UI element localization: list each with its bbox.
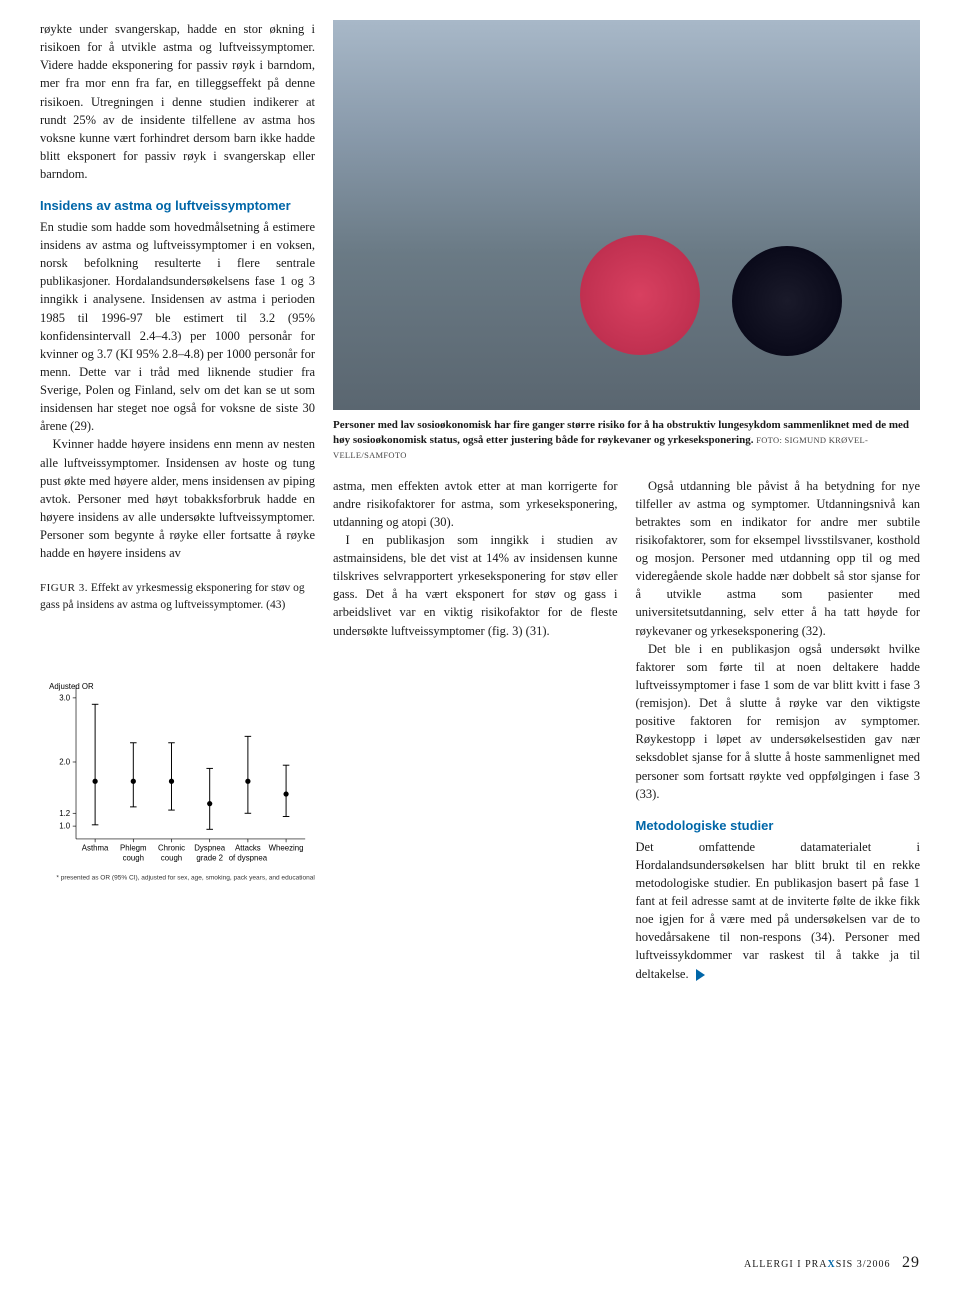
article-photo — [333, 20, 920, 410]
figure3-label: FIGUR 3. — [40, 582, 88, 594]
svg-text:Asthma: Asthma — [82, 844, 109, 853]
text-two-columns: astma, men effekten avtok etter at man k… — [333, 477, 920, 983]
svg-text:Phlegm: Phlegm — [120, 844, 147, 853]
svg-text:3.0: 3.0 — [59, 693, 71, 702]
figure3-chart: 1.01.22.03.0Adjusted ORAsthmaPhlegmcough… — [40, 620, 315, 940]
body-text: I en publikasjon som inngikk i studien a… — [333, 531, 618, 640]
body-text-span: Det omfattende datamaterialet i Hordalan… — [636, 840, 921, 981]
footer-issue: 3/2006 — [857, 1259, 891, 1270]
svg-text:1.0: 1.0 — [59, 822, 71, 831]
svg-text:* presented as OR (95% CI), ad: * presented as OR (95% CI), adjusted for… — [56, 874, 315, 881]
left-column: røykte under svangerskap, hadde en stor … — [40, 20, 315, 983]
svg-text:Wheezing: Wheezing — [269, 844, 304, 853]
svg-text:Chronic: Chronic — [158, 844, 185, 853]
body-text: Også utdanning ble påvist å ha betydning… — [636, 477, 921, 640]
svg-text:Dyspnea: Dyspnea — [194, 844, 226, 853]
body-text: Det ble i en publikasjon også undersøkt … — [636, 640, 921, 803]
right-block: Personer med lav sosioøkonomisk har fire… — [333, 20, 920, 983]
svg-text:Attacks: Attacks — [235, 844, 261, 853]
svg-text:of dyspnea: of dyspnea — [229, 853, 268, 862]
middle-column: astma, men effekten avtok etter at man k… — [333, 477, 618, 983]
body-text: Det omfattende datamaterialet i Hordalan… — [636, 838, 921, 983]
body-text: En studie som hadde som hovedmålsetning … — [40, 218, 315, 436]
body-text: Kvinner hadde høyere insidens enn menn a… — [40, 435, 315, 562]
right-column: Også utdanning ble påvist å ha betydning… — [636, 477, 921, 983]
subhead-metodologiske: Metodologiske studier — [636, 817, 921, 836]
page-columns: røykte under svangerskap, hadde en stor … — [40, 20, 920, 983]
svg-text:1.2: 1.2 — [59, 809, 70, 818]
subhead-insidens: Insidens av astma og luftveissymptomer — [40, 197, 315, 216]
page-footer: ALLERGI I PRAXSIS 3/2006 29 — [744, 1251, 920, 1274]
footer-mag2: SIS — [836, 1259, 853, 1270]
svg-text:grade 2: grade 2 — [196, 853, 223, 862]
svg-text:cough: cough — [123, 853, 144, 862]
svg-text:cough: cough — [161, 853, 182, 862]
photo-caption: Personer med lav sosioøkonomisk har fire… — [333, 418, 920, 463]
body-text: astma, men effekten avtok etter at man k… — [333, 477, 618, 531]
continue-arrow-icon — [696, 969, 705, 981]
footer-mag1: ALLERGI I PRA — [744, 1259, 828, 1270]
figure3-caption: FIGUR 3. Effekt av yrkesmessig eksponeri… — [40, 580, 315, 614]
svg-text:2.0: 2.0 — [59, 758, 71, 767]
page-number: 29 — [902, 1254, 920, 1271]
footer-x: X — [828, 1259, 836, 1270]
svg-text:Adjusted OR: Adjusted OR — [49, 682, 94, 691]
body-text: røykte under svangerskap, hadde en stor … — [40, 20, 315, 183]
